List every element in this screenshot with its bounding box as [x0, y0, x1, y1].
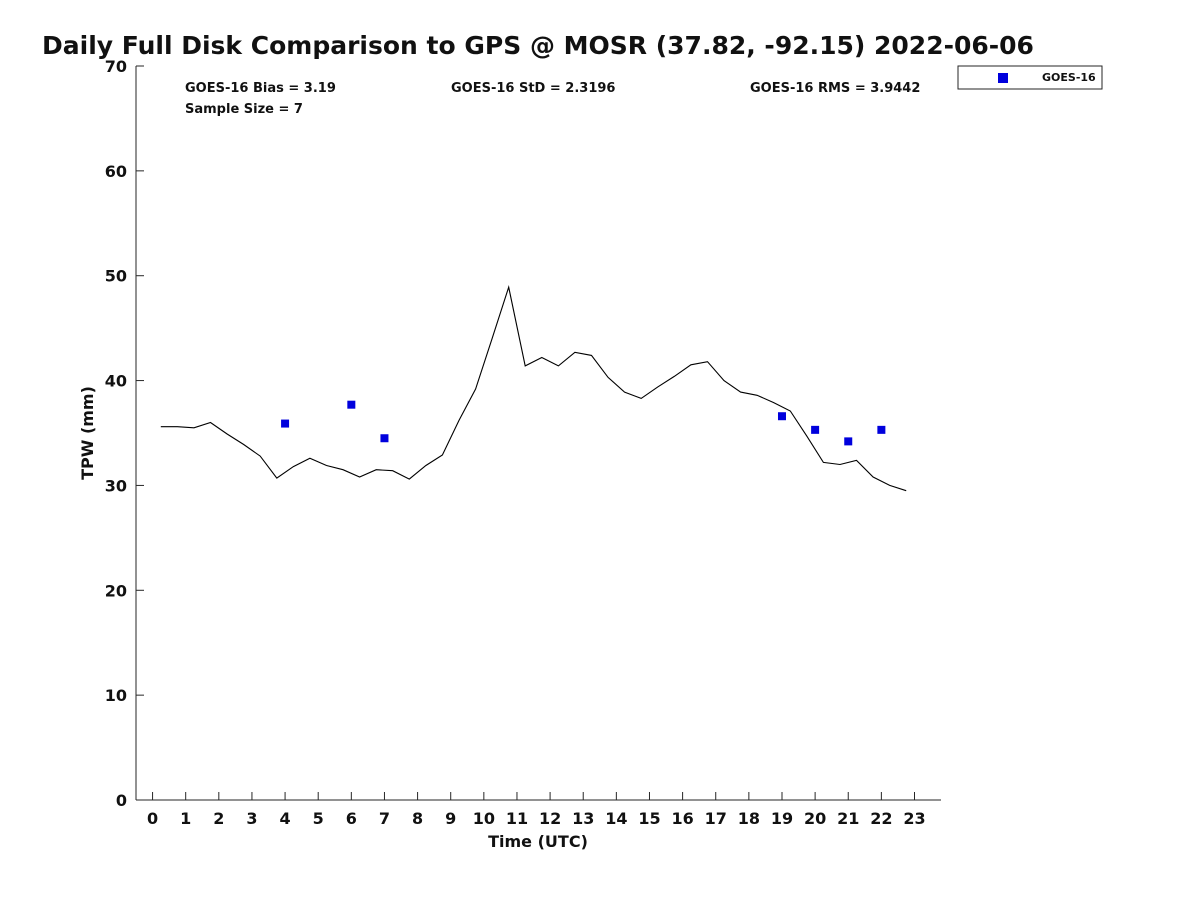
x-tick-label: 20	[804, 809, 826, 828]
x-tick-label: 17	[705, 809, 727, 828]
y-axis-label: TPW (mm)	[78, 386, 97, 480]
x-tick-label: 8	[412, 809, 423, 828]
y-tick-label: 60	[105, 162, 127, 181]
goes-16-point	[281, 419, 290, 428]
x-tick-label: 0	[147, 809, 158, 828]
std-stat: GOES-16 StD = 2.3196	[451, 81, 615, 96]
x-tick-label: 5	[313, 809, 324, 828]
goes-16-point	[877, 425, 886, 434]
x-tick-label: 4	[280, 809, 291, 828]
x-tick-label: 19	[771, 809, 793, 828]
x-tick-label: 13	[572, 809, 594, 828]
x-tick-label: 21	[837, 809, 859, 828]
x-tick-label: 9	[445, 809, 456, 828]
chart-title: Daily Full Disk Comparison to GPS @ MOSR…	[42, 31, 1034, 60]
x-tick-label: 11	[506, 809, 528, 828]
legend-marker-goes-16	[998, 73, 1008, 83]
goes-16-point	[844, 437, 853, 446]
y-tick-label: 0	[116, 791, 127, 810]
x-tick-label: 2	[213, 809, 224, 828]
y-axis-ticks: 0 10 20 30 40 50 60 70	[105, 57, 144, 810]
y-tick-label: 50	[105, 267, 127, 286]
x-tick-label: 22	[870, 809, 892, 828]
legend: GOES-16	[957, 65, 1103, 90]
gps-reference-line	[160, 285, 907, 492]
x-tick-label: 23	[903, 809, 925, 828]
x-tick-label: 12	[539, 809, 561, 828]
bias-stat: GOES-16 Bias = 3.19	[185, 81, 336, 96]
y-tick-label: 20	[105, 581, 127, 600]
y-tick-label: 70	[105, 57, 127, 76]
y-tick-label: 10	[105, 686, 127, 705]
x-axis-label: Time (UTC)	[488, 832, 588, 851]
x-tick-label: 6	[346, 809, 357, 828]
y-tick-label: 30	[105, 476, 127, 495]
goes-16-point	[777, 412, 786, 421]
x-tick-label: 16	[671, 809, 693, 828]
legend-box	[957, 65, 1103, 90]
goes-16-point	[811, 425, 820, 434]
x-axis-ticks: 0 1 2 3 4 5 6 7 8 9 10 11 12 13 14 15 16 17 18 19 20 21 22 23	[147, 792, 926, 828]
x-tick-label: 14	[605, 809, 627, 828]
goes-16-point	[380, 434, 389, 443]
rms-stat: GOES-16 RMS = 3.9442	[750, 81, 920, 96]
x-tick-label: 1	[180, 809, 191, 828]
y-tick-label: 40	[105, 372, 127, 391]
sample-size-stat: Sample Size = 7	[185, 102, 303, 117]
legend-label-goes-16: GOES-16	[1042, 71, 1096, 84]
x-tick-label: 3	[246, 809, 257, 828]
x-tick-label: 15	[638, 809, 660, 828]
x-tick-label: 18	[738, 809, 760, 828]
x-tick-label: 7	[379, 809, 390, 828]
x-tick-label: 10	[473, 809, 495, 828]
goes-16-markers	[281, 400, 886, 446]
goes-16-point	[347, 400, 356, 409]
